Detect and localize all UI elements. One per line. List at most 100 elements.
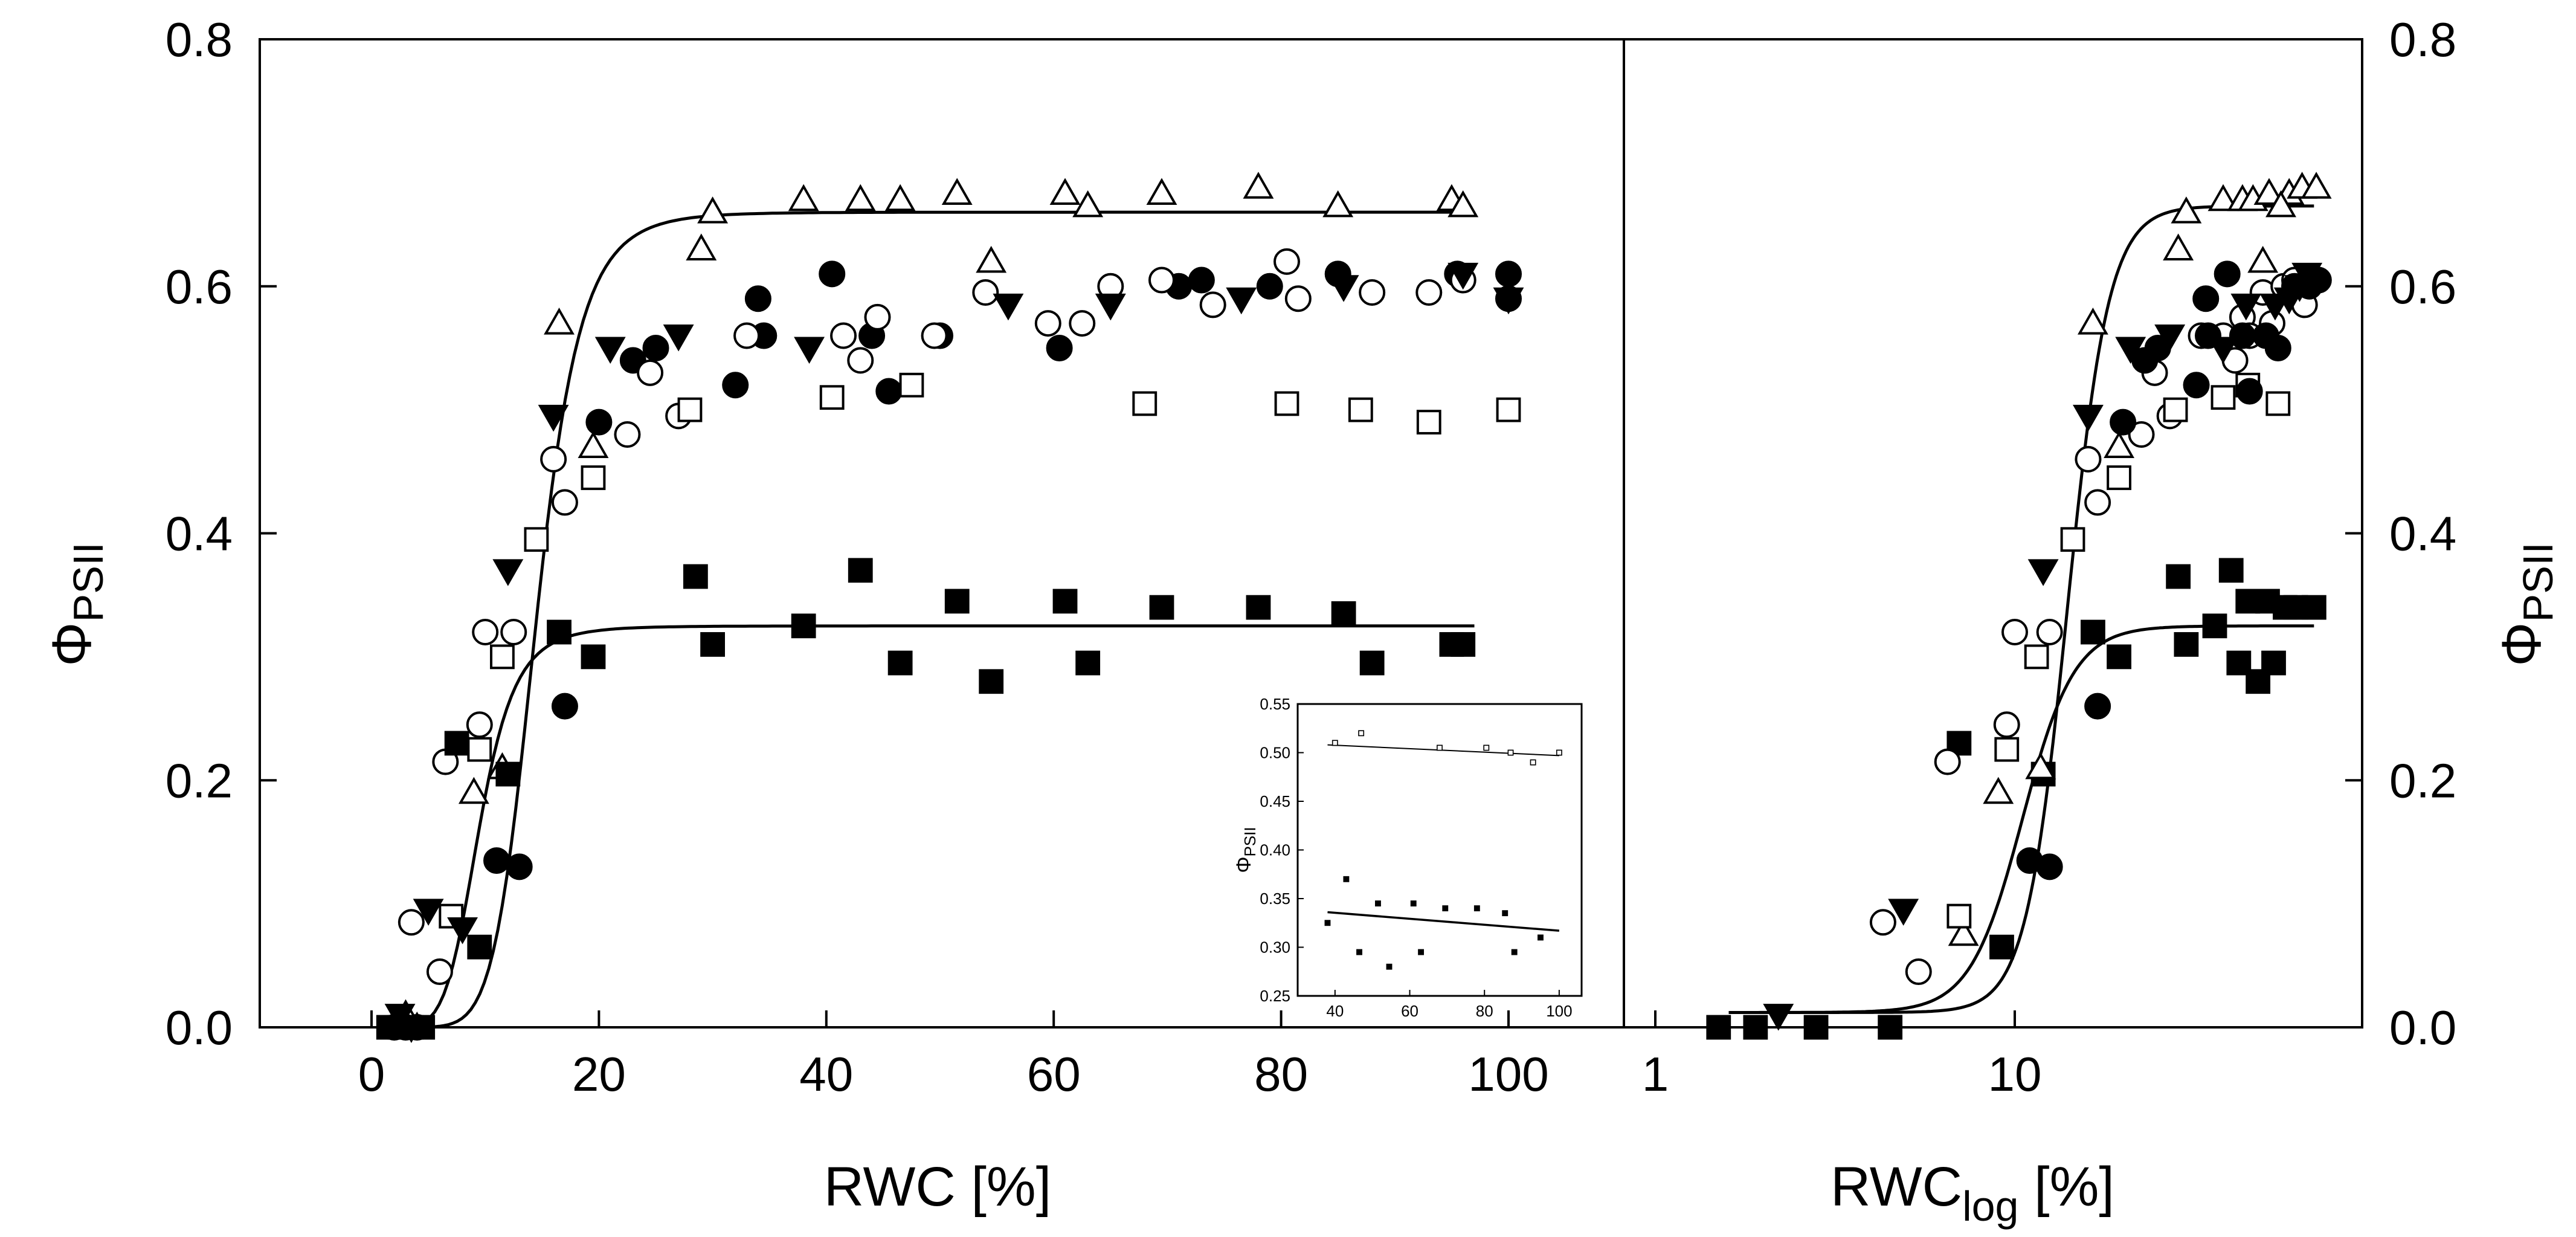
data-point (467, 934, 492, 960)
data-point (794, 337, 825, 364)
data-point (1948, 919, 1979, 946)
series-log-open-triangle (1948, 172, 2332, 946)
inset-y-tick-label: 0.35 (1260, 890, 1290, 908)
series-log-filled-square (1706, 558, 2326, 1040)
inset-data-point (1343, 876, 1350, 882)
inset-line-open (1327, 744, 1559, 757)
data-point (1983, 777, 2014, 804)
y-tick-label-main: 0.6 (166, 260, 233, 314)
data-point (538, 404, 569, 432)
data-point (848, 558, 873, 583)
data-point (2261, 650, 2286, 676)
y-axis-title-right-symbol: Φ (2491, 622, 2552, 666)
data-point (875, 378, 903, 405)
data-point (1495, 260, 1522, 288)
data-point (642, 334, 669, 361)
inset-data-point (1375, 900, 1381, 906)
data-point (1256, 273, 1283, 300)
data-point (2110, 409, 2137, 436)
data-point (2171, 196, 2202, 224)
data-point (791, 613, 816, 639)
data-point (700, 632, 725, 657)
x-tick-label-log: 1 (1642, 1047, 1669, 1101)
data-point (495, 761, 521, 787)
series-open-circle (398, 248, 1476, 986)
data-point (1075, 650, 1101, 676)
data-point (1331, 601, 1356, 626)
series-filled-triangle-down (384, 262, 1524, 1044)
x-axis-title-log: RWClog [%] (1831, 1156, 2114, 1230)
data-point (1496, 397, 1521, 422)
data-point (683, 564, 708, 589)
data-point (1946, 731, 1972, 756)
y-tick-label-log: 0.4 (2389, 507, 2456, 561)
inset-y-axis-title-symbol: Φ (1232, 857, 1255, 873)
inset-y-tick-label: 0.50 (1260, 744, 1290, 762)
data-point (413, 899, 444, 926)
data-point (1069, 310, 1096, 337)
data-point (2265, 391, 2291, 416)
data-point (819, 385, 845, 410)
data-point (830, 322, 857, 349)
data-point (847, 347, 874, 374)
x-axis-title-log-sub: log (1962, 1183, 2018, 1230)
y-tick-label-log: 0.8 (2389, 13, 2456, 66)
data-point (788, 184, 819, 212)
data-point (1095, 293, 1126, 321)
y-tick-label-main: 0.2 (166, 754, 233, 807)
data-point (1989, 934, 2014, 960)
data-point (1199, 291, 1226, 318)
data-point (1348, 397, 1373, 422)
data-point (993, 293, 1024, 321)
data-point (410, 1015, 436, 1040)
y-axis-title-left-sub: PSII (65, 542, 112, 622)
data-point (1188, 266, 1215, 294)
x-tick-label-main: 20 (572, 1047, 626, 1101)
data-point (2291, 262, 2323, 290)
data-point (2166, 564, 2191, 589)
data-point (547, 619, 572, 645)
data-point (524, 527, 549, 552)
data-point (2060, 527, 2085, 552)
data-point (1052, 589, 1078, 614)
inset-data-point (1511, 949, 1518, 955)
inset-data-point (1356, 949, 1362, 955)
data-point (941, 178, 973, 205)
data-point (972, 279, 999, 306)
data-point (2128, 421, 2155, 448)
data-point (976, 245, 1007, 273)
data-point (1447, 262, 1479, 290)
fit-lower (394, 624, 1475, 1029)
data-point (551, 693, 578, 720)
inset-y-tick-label: 0.40 (1260, 841, 1290, 859)
data-point (2211, 385, 2236, 410)
data-point (1869, 909, 1896, 936)
x-tick-label-main: 100 (1468, 1047, 1548, 1101)
data-point (1322, 190, 1354, 218)
inset-y-axis-title: ΦPSII (1232, 827, 1259, 873)
data-point (2084, 489, 2111, 516)
data-point (2301, 172, 2332, 199)
inset-data-point (1410, 900, 1417, 906)
data-point (2025, 752, 2056, 780)
data-point (2214, 260, 2241, 288)
data-point (2001, 619, 2028, 645)
data-point (472, 619, 499, 645)
data-point (2077, 308, 2108, 335)
data-point (1132, 391, 1158, 416)
data-point (2154, 325, 2186, 352)
data-point (845, 184, 876, 212)
data-point (483, 847, 510, 874)
y-axis-title-right: ΦPSII (2491, 542, 2562, 667)
data-point (1743, 1015, 1768, 1040)
y-tick-label-main: 0.4 (166, 507, 233, 561)
data-point (1274, 248, 1301, 275)
data-point (1493, 287, 1524, 315)
data-point (899, 372, 924, 398)
data-point (2207, 337, 2239, 364)
data-point (2226, 650, 2252, 676)
inset-data-point (1502, 910, 1509, 917)
data-point (921, 322, 948, 349)
inset-x-tick-label: 80 (1476, 1002, 1493, 1020)
series-filled-square (376, 558, 1476, 1040)
